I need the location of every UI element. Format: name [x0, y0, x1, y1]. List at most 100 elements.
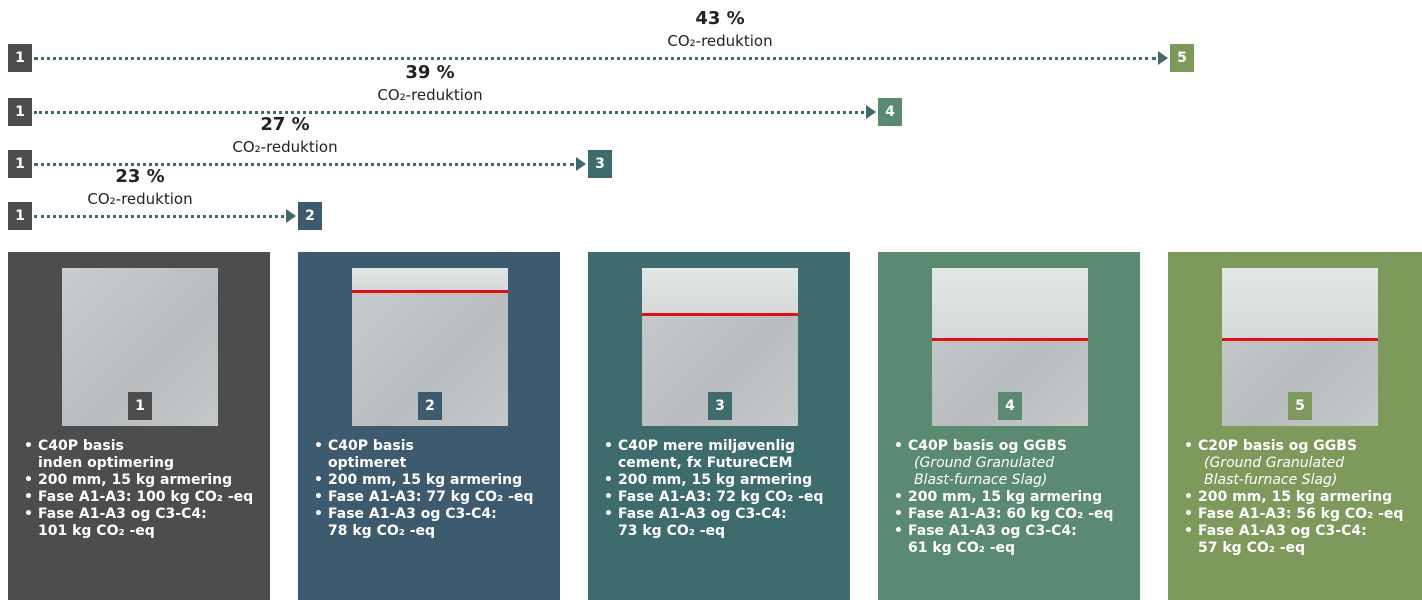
- card: 2 C40P basisoptimeret200 mm, 15 kg armeri…: [298, 252, 560, 600]
- end-box: 2: [298, 202, 322, 230]
- bullet-line: Fase A1-A3: 60 kg CO₂ -eq: [908, 506, 1114, 522]
- red-line: [352, 290, 508, 293]
- card-number: 1: [128, 392, 152, 420]
- card-text: C20P basis og GGBS(Ground GranulatedBlas…: [1184, 438, 1422, 557]
- bullet-line: Fase A1-A3: 100 kg CO₂ -eq: [38, 489, 254, 505]
- bullet-line: 200 mm, 15 kg armering: [618, 472, 813, 488]
- start-box: 1: [8, 202, 32, 230]
- note-line: Blast-furnace Slag): [914, 472, 1048, 488]
- bullet-line: 73 kg CO₂ -eq: [618, 523, 726, 539]
- card: 4 C40P basis og GGBS(Ground GranulatedBla…: [878, 252, 1140, 600]
- arrow-line: [34, 215, 284, 218]
- bullet-line: Fase A1-A3: 72 kg CO₂ -eq: [618, 489, 824, 505]
- bullet-line: C40P basis: [328, 438, 414, 454]
- bullet-line: 57 kg CO₂ -eq: [1198, 540, 1306, 556]
- bullet-line: optimeret: [328, 455, 407, 471]
- arrow-line: [34, 57, 1156, 60]
- light-layer: [352, 268, 508, 290]
- bullet: Fase A1-A3: 77 kg CO₂ -eq: [314, 489, 559, 506]
- bullet-line: C40P mere miljøvenlig: [618, 438, 796, 454]
- card-number: 3: [708, 392, 732, 420]
- end-box: 5: [1170, 44, 1194, 72]
- bullet-line: Fase A1-A3: 56 kg CO₂ -eq: [1198, 506, 1404, 522]
- bullet-line: Fase A1-A3 og C3-C4:: [328, 506, 497, 522]
- concrete-image: 3: [642, 268, 798, 426]
- start-box: 1: [8, 98, 32, 126]
- bullet: Fase A1-A3 og C3-C4:73 kg CO₂ -eq: [604, 506, 849, 540]
- card-text: C40P basis og GGBS(Ground GranulatedBlas…: [894, 438, 1139, 557]
- card: 5 C20P basis og GGBS(Ground GranulatedBla…: [1168, 252, 1422, 600]
- bullet-line: Fase A1-A3 og C3-C4:: [1198, 523, 1367, 539]
- bullet: C20P basis og GGBS: [1184, 438, 1422, 455]
- red-line: [642, 313, 798, 316]
- bullet: 200 mm, 15 kg armering: [894, 489, 1139, 506]
- arrow-head: [576, 157, 586, 171]
- bullet-line: 200 mm, 15 kg armering: [908, 489, 1103, 505]
- arrow-head: [866, 105, 876, 119]
- bullet: 200 mm, 15 kg armering: [1184, 489, 1422, 506]
- bullet-line: C40P basis og GGBS: [908, 438, 1067, 454]
- card-number: 4: [998, 392, 1022, 420]
- bullet: Fase A1-A3: 72 kg CO₂ -eq: [604, 489, 849, 506]
- reduction-caption: CO₂-reduktion: [377, 86, 483, 104]
- note-line: Blast-furnace Slag): [1204, 472, 1338, 488]
- bullet-line: Fase A1-A3: 77 kg CO₂ -eq: [328, 489, 534, 505]
- bullet-line: 78 kg CO₂ -eq: [328, 523, 436, 539]
- concrete-image: 4: [932, 268, 1088, 426]
- bullet: 200 mm, 15 kg armering: [604, 472, 849, 489]
- card-text: C40P basisoptimeret200 mm, 15 kg armerin…: [314, 438, 559, 540]
- bullet: Fase A1-A3: 100 kg CO₂ -eq: [24, 489, 269, 506]
- light-layer: [1222, 268, 1378, 338]
- note-line: (Ground Granulated: [914, 455, 1055, 471]
- bullet: Fase A1-A3: 60 kg CO₂ -eq: [894, 506, 1139, 523]
- card-number: 2: [418, 392, 442, 420]
- light-layer: [642, 268, 798, 313]
- start-box: 1: [8, 44, 32, 72]
- bullet: 200 mm, 15 kg armering: [314, 472, 559, 489]
- bullet-line: 61 kg CO₂ -eq: [908, 540, 1016, 556]
- bullet-line: Fase A1-A3 og C3-C4:: [38, 506, 207, 522]
- light-layer: [932, 268, 1088, 338]
- arrow-line: [34, 111, 864, 114]
- concrete-image: 1: [62, 268, 218, 426]
- note-line: (Ground Granulated: [1204, 455, 1345, 471]
- arrow-head: [286, 209, 296, 223]
- bullet: Fase A1-A3 og C3-C4:78 kg CO₂ -eq: [314, 506, 559, 540]
- bullet-line: C20P basis og GGBS: [1198, 438, 1357, 454]
- reduction-caption: CO₂-reduktion: [87, 190, 193, 208]
- bullet-line: C40P basis: [38, 438, 124, 454]
- end-box: 3: [588, 150, 612, 178]
- reduction-percent: 39 %: [405, 62, 455, 83]
- bullet-line: cement, fx FutureCEM: [618, 455, 793, 471]
- reduction-percent: 23 %: [115, 166, 165, 187]
- arrow-head: [1158, 51, 1168, 65]
- card-number: 5: [1288, 392, 1312, 420]
- arrow-line: [34, 163, 574, 166]
- bullet-line: 101 kg CO₂ -eq: [38, 523, 155, 539]
- bullet: Fase A1-A3 og C3-C4:61 kg CO₂ -eq: [894, 523, 1139, 557]
- bullet-line: 200 mm, 15 kg armering: [328, 472, 523, 488]
- bullet-line: Fase A1-A3 og C3-C4:: [908, 523, 1077, 539]
- bullet-line: 200 mm, 15 kg armering: [38, 472, 233, 488]
- bullet: Fase A1-A3 og C3-C4:101 kg CO₂ -eq: [24, 506, 269, 540]
- reduction-percent: 43 %: [695, 8, 745, 29]
- reduction-percent: 27 %: [260, 114, 310, 135]
- bullet: Fase A1-A3: 56 kg CO₂ -eq: [1184, 506, 1422, 523]
- reduction-caption: CO₂-reduktion: [667, 32, 773, 50]
- bullet: 200 mm, 15 kg armering: [24, 472, 269, 489]
- bullet: Fase A1-A3 og C3-C4:57 kg CO₂ -eq: [1184, 523, 1422, 557]
- bullet-line: 200 mm, 15 kg armering: [1198, 489, 1393, 505]
- red-line: [932, 338, 1088, 341]
- bullet: C40P basis og GGBS: [894, 438, 1139, 455]
- bullet-line: inden optimering: [38, 455, 175, 471]
- start-box: 1: [8, 150, 32, 178]
- concrete-image: 2: [352, 268, 508, 426]
